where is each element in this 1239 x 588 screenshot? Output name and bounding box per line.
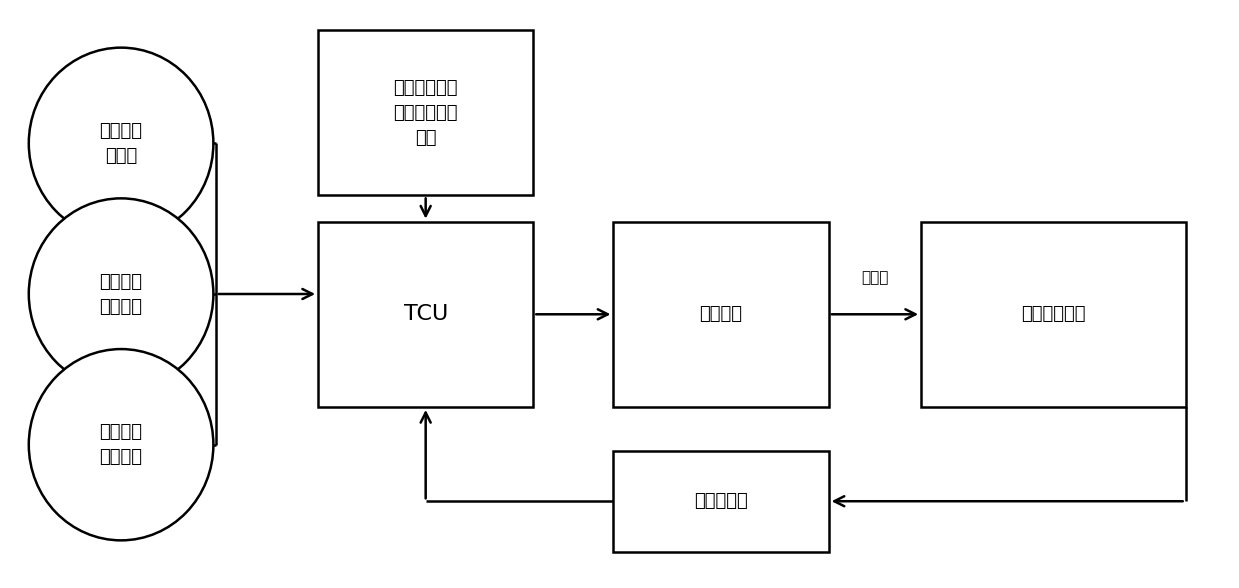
Bar <box>318 222 533 407</box>
Ellipse shape <box>28 349 213 540</box>
Text: 摘挡执行机构: 摘挡执行机构 <box>1021 305 1085 323</box>
Text: 位移传感器: 位移传感器 <box>694 492 748 510</box>
Text: 摘档位置补偿
拨叉惯性控制
策略: 摘档位置补偿 拨叉惯性控制 策略 <box>394 79 458 147</box>
Text: 液压阀: 液压阀 <box>861 270 888 285</box>
Bar <box>318 30 533 195</box>
Bar <box>921 222 1186 407</box>
Text: 汽车速度
传感器: 汽车速度 传感器 <box>99 122 142 165</box>
Bar <box>613 222 829 407</box>
Text: 汽车加速
度传感器: 汽车加速 度传感器 <box>99 272 142 316</box>
Text: 液压系统: 液压系统 <box>700 305 742 323</box>
Text: 节气门开
度传感器: 节气门开 度传感器 <box>99 423 142 466</box>
Ellipse shape <box>28 48 213 239</box>
Text: TCU: TCU <box>404 304 447 325</box>
Ellipse shape <box>28 198 213 390</box>
Bar <box>613 450 829 552</box>
